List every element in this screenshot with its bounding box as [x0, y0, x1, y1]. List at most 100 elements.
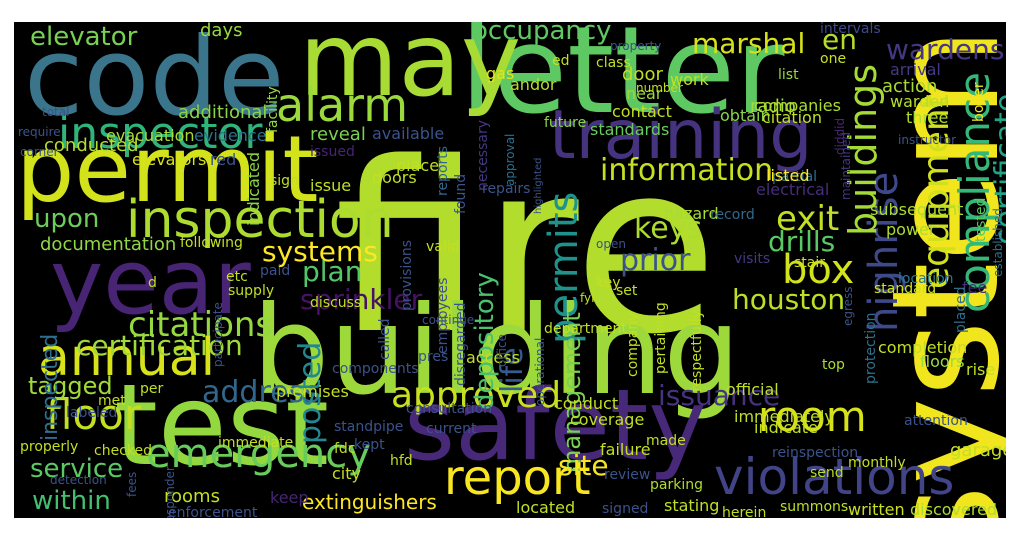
word-gas: gas [486, 64, 515, 83]
word-attention: attention [904, 413, 968, 429]
word-issuance: issuance [658, 379, 781, 412]
word-location: location [898, 271, 954, 287]
word-building: building [252, 280, 741, 422]
word-report: report [444, 450, 591, 506]
word-keep: keep [270, 488, 309, 507]
word-occupancy: occupancy [472, 22, 612, 46]
word-premises: premises [276, 382, 349, 401]
word-facility: facility [265, 86, 281, 133]
word-extinguishers: extinguishers [302, 490, 437, 514]
word-official: official [726, 380, 779, 399]
word-training: training [549, 96, 813, 175]
word-warden: warden [890, 92, 950, 111]
word-hfd: hfd [390, 453, 413, 469]
word-place: place [396, 156, 440, 175]
word-issued: issued [310, 144, 355, 160]
word-immediately: immediately [734, 407, 834, 426]
word-company: company [625, 312, 641, 377]
word-rooms: rooms [164, 486, 220, 507]
word-detection: detection [50, 473, 107, 487]
word-parking: parking [650, 477, 703, 493]
word-drills: drills [768, 225, 836, 258]
word-box: box [782, 247, 855, 293]
word-checked: checked [94, 443, 152, 459]
word-keys: keys [634, 211, 703, 246]
word-property: property [610, 39, 662, 53]
word-pertaining: pertaining [653, 302, 669, 374]
word-one: one [820, 51, 847, 67]
word-require: require [18, 125, 61, 139]
word-key: key [596, 275, 621, 291]
word-enforcement: enforcement [168, 505, 258, 518]
word-red: red [210, 150, 237, 169]
word-information: information [600, 153, 774, 188]
word-herein: herein [722, 505, 767, 518]
word-written: written [848, 500, 905, 518]
word-conducted: conducted [44, 135, 139, 156]
word-fdc: fdc [334, 441, 356, 457]
word-test: test [114, 361, 330, 491]
word-coverage: coverage [570, 410, 645, 429]
word-three: three [906, 108, 949, 127]
word-signed: signed [602, 501, 649, 517]
word-documentation: documentation [40, 234, 177, 255]
word-wardens: wardens [886, 33, 1005, 66]
word-code: code [24, 22, 285, 140]
word-letter: letter [460, 22, 785, 141]
word-monthly: monthly [848, 455, 906, 471]
word-en: en [822, 23, 857, 56]
word-paid: paid [260, 263, 291, 279]
word-failure: failure [600, 440, 651, 459]
word-open: open [596, 237, 626, 251]
word-contact: contact [612, 102, 672, 121]
word-site: site [558, 449, 609, 482]
word-annual: annual [38, 328, 216, 388]
word-approval: approval [503, 134, 517, 187]
word-certification: certification [76, 329, 243, 362]
word-corner: corner [20, 145, 59, 159]
word-radio: radio [750, 96, 796, 117]
word-established: established [991, 208, 1005, 277]
word-cloud: fire building system letter code may test safet… [14, 22, 1006, 518]
word-evacuation: evacuation [106, 126, 195, 145]
word-number: number [636, 81, 683, 95]
word-conduct: conduct [554, 394, 619, 413]
word-top: top [822, 357, 845, 373]
word-elevators: elevators [132, 150, 207, 169]
word-provisions: provisions [399, 240, 415, 311]
word-alarm: alarm [276, 78, 409, 132]
word-kept: kept [354, 437, 385, 453]
word-systems: systems [262, 235, 378, 268]
word-department: department [544, 321, 627, 337]
word-garage: garage [950, 440, 1006, 461]
word-citations: citations [128, 305, 274, 345]
word-andor: andor [510, 75, 557, 94]
word-continue: continue [422, 313, 475, 327]
word-exit: exit [776, 199, 840, 239]
word-discuss: discuss [310, 295, 362, 311]
word-floor: floor [46, 390, 142, 439]
word-may: may [299, 22, 522, 120]
word-indicate: indicate [754, 418, 818, 437]
word-employees: employees [435, 278, 451, 355]
word-egress: egress [841, 286, 855, 326]
word-year: year [50, 230, 251, 335]
word-inspector: inspector [58, 108, 263, 159]
word-following: following [180, 235, 243, 251]
word-immediate: immediate [218, 435, 294, 451]
word-violations: violations [714, 448, 955, 506]
word-city: city [332, 464, 361, 483]
word-pres: pres [418, 349, 449, 365]
word-visits: visits [734, 251, 771, 267]
word-additional: additional [178, 102, 268, 123]
word-door: door [622, 64, 663, 85]
word-current: current [426, 421, 477, 437]
word-highlighted: highlighted [533, 158, 544, 215]
word-class: class [596, 55, 631, 71]
word-per: per [140, 381, 164, 397]
word-standard: standard [874, 281, 937, 297]
word-completion: completion [878, 338, 968, 357]
word-future: future [544, 115, 587, 131]
word-approved: approved [391, 375, 562, 416]
word-respectfully: respectfully [689, 310, 705, 392]
